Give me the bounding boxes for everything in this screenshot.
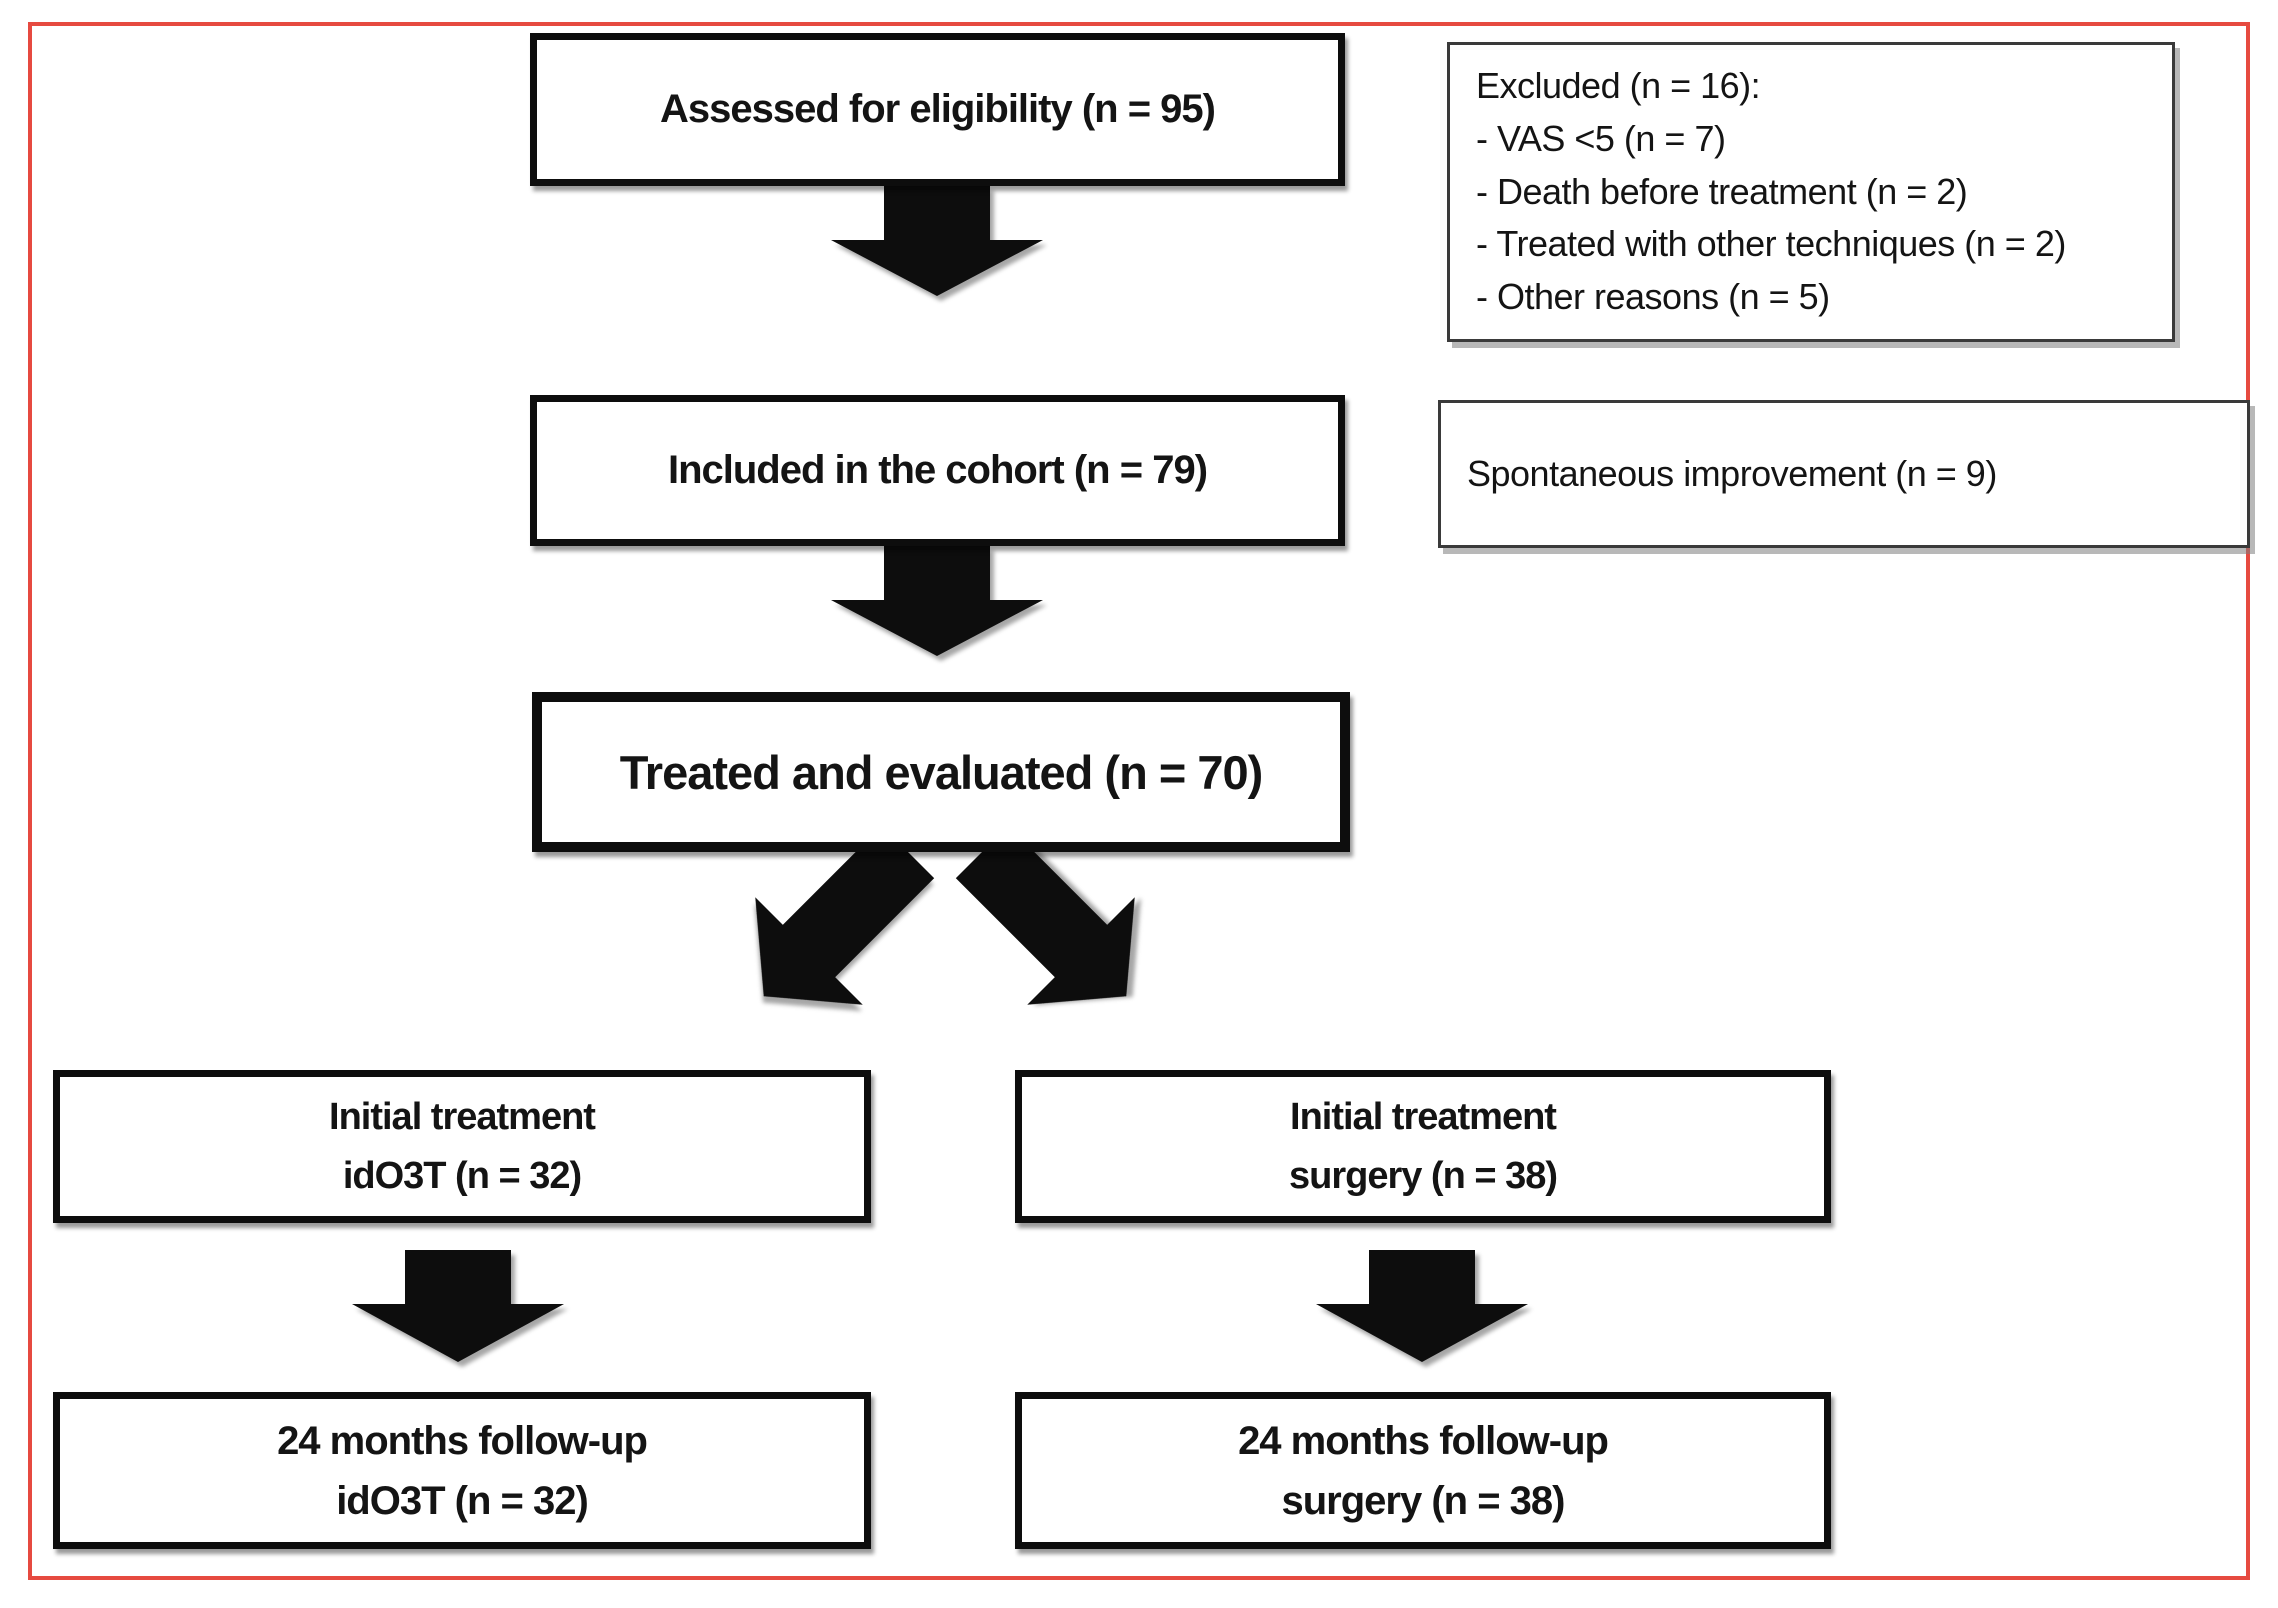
excluded-item: - Other reasons (n = 5) [1476, 276, 1830, 318]
followup-surgery-line2: surgery (n = 38) [1281, 1478, 1565, 1523]
box-assessed-for-eligibility: Assessed for eligibility (n = 95) [530, 33, 1345, 186]
initial-surgery-line1: Initial treatment [1290, 1095, 1557, 1138]
followup-surgery-line1: 24 months follow-up [1238, 1418, 1609, 1463]
excluded-title: Excluded (n = 16): [1476, 64, 1761, 106]
followup-ido3t-line2: idO3T (n = 32) [336, 1478, 589, 1523]
arrow-assessed-to-included [831, 186, 1043, 296]
treated-label: Treated and evaluated (n = 70) [619, 745, 1264, 799]
box-treated-and-evaluated: Treated and evaluated (n = 70) [532, 692, 1350, 852]
box-followup-surgery: 24 months follow-up surgery (n = 38) [1015, 1392, 1831, 1549]
box-included-in-cohort: Included in the cohort (n = 79) [530, 395, 1345, 546]
box-initial-treatment-surgery: Initial treatment surgery (n = 38) [1015, 1070, 1831, 1223]
box-excluded: Excluded (n = 16): - VAS <5 (n = 7) - De… [1447, 42, 2175, 342]
included-label: Included in the cohort (n = 79) [667, 448, 1208, 492]
spontaneous-label: Spontaneous improvement (n = 9) [1467, 453, 1997, 494]
excluded-item: - Treated with other techniques (n = 2) [1476, 223, 2066, 265]
arrow-ido3t-to-followup [352, 1250, 564, 1362]
box-spontaneous-improvement: Spontaneous improvement (n = 9) [1438, 400, 2250, 548]
arrow-treated-to-ido3t [755, 825, 935, 1005]
arrow-included-to-treated [831, 546, 1043, 656]
page-red-frame [28, 22, 2250, 1580]
followup-ido3t-line1: 24 months follow-up [277, 1418, 648, 1463]
assessed-label: Assessed for eligibility (n = 95) [660, 87, 1216, 131]
arrow-treated-to-surgery [955, 825, 1135, 1005]
initial-surgery-line2: surgery (n = 38) [1288, 1154, 1558, 1197]
box-followup-ido3t: 24 months follow-up idO3T (n = 32) [53, 1392, 871, 1549]
initial-ido3t-line2: idO3T (n = 32) [342, 1154, 582, 1197]
excluded-item: - Death before treatment (n = 2) [1476, 170, 1968, 212]
initial-ido3t-line1: Initial treatment [329, 1095, 596, 1138]
excluded-item: - VAS <5 (n = 7) [1476, 117, 1726, 159]
box-initial-treatment-ido3t: Initial treatment idO3T (n = 32) [53, 1070, 871, 1223]
arrow-surgery-to-followup [1316, 1250, 1528, 1362]
